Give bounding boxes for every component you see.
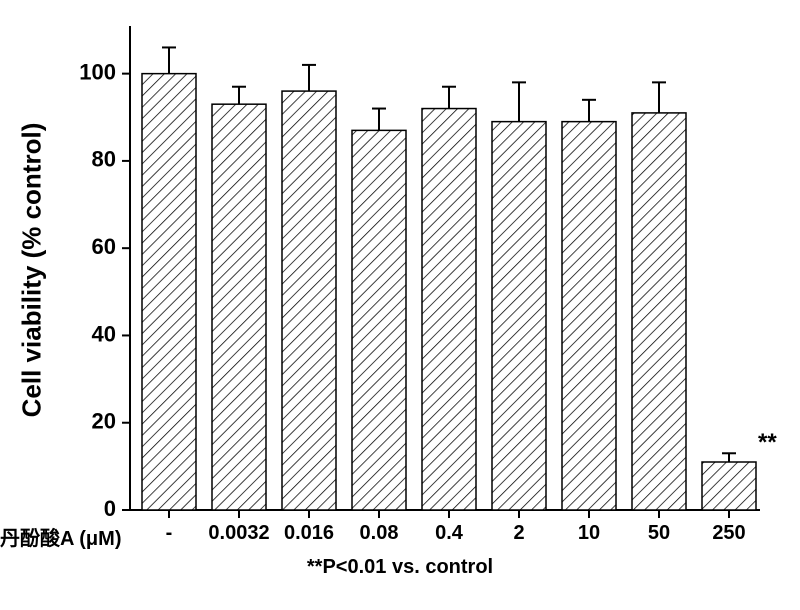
svg-text:100: 100 (79, 59, 116, 84)
svg-text:80: 80 (92, 147, 116, 172)
x-tick-label: 2 (484, 522, 554, 545)
x-tick-label: 10 (554, 522, 624, 545)
x-tick-label: 0.016 (274, 522, 344, 545)
svg-text:40: 40 (92, 321, 116, 346)
svg-text:0: 0 (104, 496, 116, 521)
x-axis-tick-labels: -0.00320.0160.080.421050250 (0, 522, 800, 548)
svg-text:60: 60 (92, 234, 116, 259)
x-tick-label: 0.0032 (204, 522, 274, 545)
x-tick-label: 0.08 (344, 522, 414, 545)
viability-bar-chart: 020406080100 Cell viability (% control) … (0, 0, 800, 610)
x-tick-label: 250 (694, 522, 764, 545)
y-axis-label: Cell viability (% control) (17, 123, 48, 418)
x-tick-label: - (134, 522, 204, 545)
significance-footnote: **P<0.01 vs. control (0, 556, 800, 579)
significance-mark: ** (758, 429, 777, 457)
svg-text:20: 20 (92, 409, 116, 434)
x-tick-label: 50 (624, 522, 694, 545)
x-tick-label: 0.4 (414, 522, 484, 545)
chart-svg: 0 20 40 60 80 100 (0, 0, 800, 610)
